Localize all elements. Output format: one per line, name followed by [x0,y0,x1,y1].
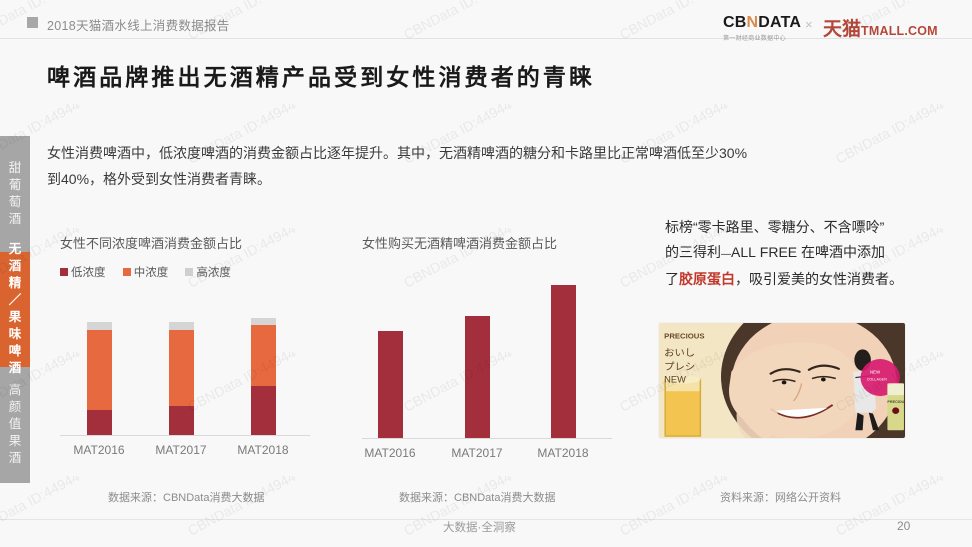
svg-text:NEW: NEW [870,370,881,375]
svg-text:プレシ: プレシ [664,361,695,373]
svg-text:PRECIOUS: PRECIOUS [887,400,905,404]
svg-text:COLLAGEN: COLLAGEN [867,378,888,382]
svg-text:PRECIOUS: PRECIOUS [664,332,704,341]
svg-text:おいし: おいし [664,347,695,359]
svg-text:NEW: NEW [664,375,686,385]
